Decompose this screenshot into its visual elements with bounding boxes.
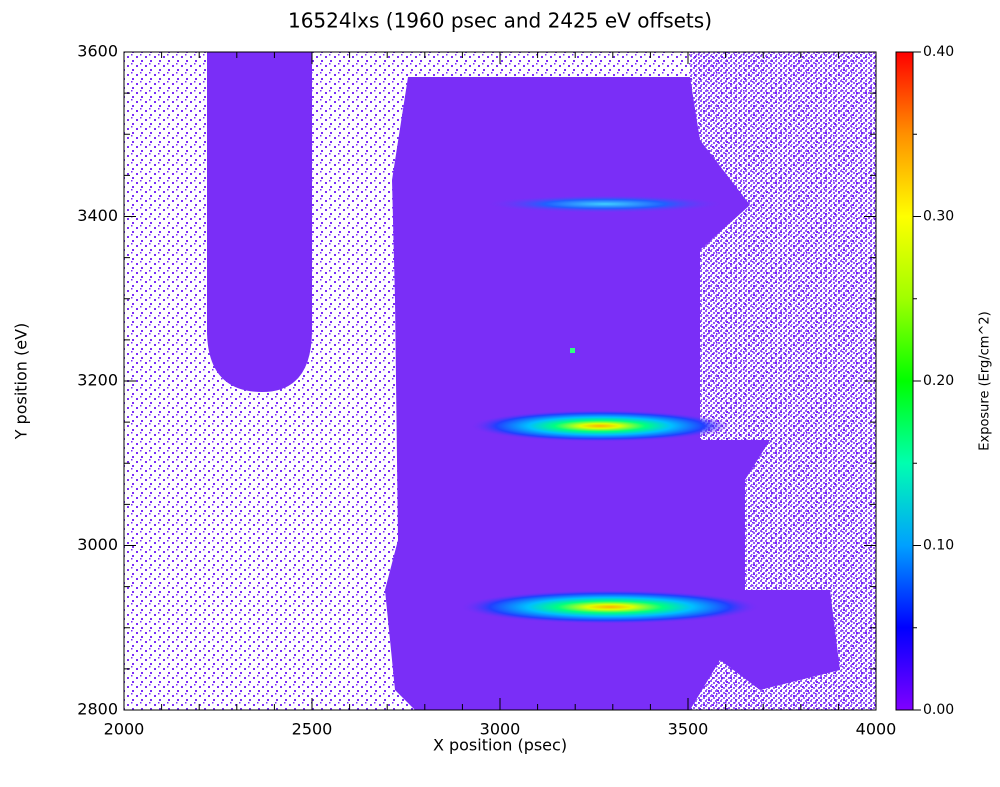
y-tick-label: 3400	[77, 206, 118, 225]
colorbar-tick-label: 0.10	[923, 538, 954, 554]
colorbar-tick-label: 0.30	[923, 209, 954, 225]
x-tick-label: 4000	[856, 720, 897, 739]
chart-title: 16524lxs (1960 psec and 2425 eV offsets)	[288, 9, 712, 33]
colorbar	[895, 51, 914, 711]
colorbar-label: Exposure (Erg/cm^2)	[978, 311, 993, 450]
x-tick-label: 2500	[292, 720, 333, 739]
x-axis-label: X position (psec)	[433, 736, 567, 755]
y-tick-label: 2800	[77, 700, 118, 719]
colorbar-tick-label: 0.20	[923, 373, 954, 389]
x-tick-label: 3000	[480, 720, 521, 739]
y-tick-label: 3600	[77, 42, 118, 61]
colorbar-tick-label: 0.00	[923, 702, 954, 718]
x-tick-label: 3500	[668, 720, 709, 739]
y-tick-label: 3200	[77, 371, 118, 390]
y-axis-label: Y position (eV)	[12, 323, 31, 441]
exposure-image	[124, 52, 876, 710]
x-tick-label: 2000	[104, 720, 145, 739]
colorbar-tick-label: 0.40	[923, 44, 954, 60]
y-tick-label: 3000	[77, 535, 118, 554]
